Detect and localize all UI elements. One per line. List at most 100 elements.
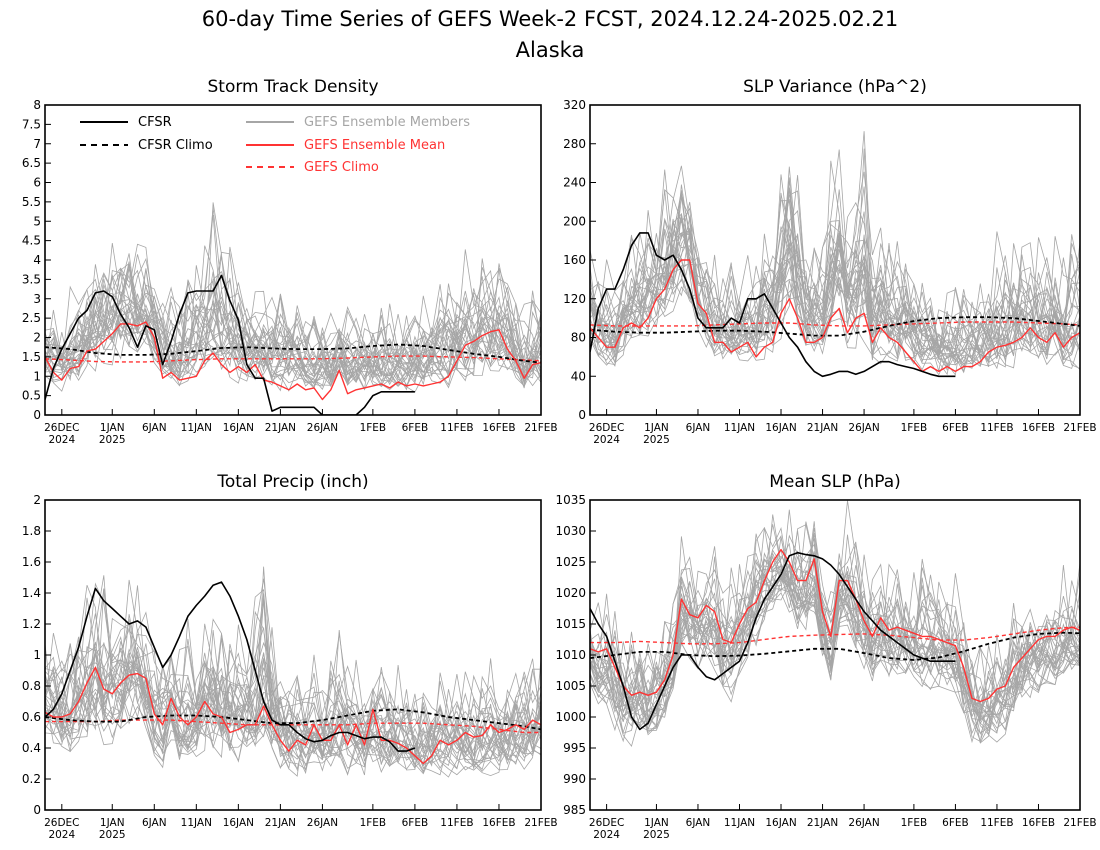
y-tick-label: 985 bbox=[563, 803, 586, 817]
legend-label-cfsr: CFSR bbox=[138, 115, 172, 130]
x-tick-label: 16FEB bbox=[482, 817, 515, 829]
x-tick-label: 16JAN bbox=[223, 422, 254, 434]
y-tick-label: 8 bbox=[33, 98, 41, 112]
x-tick-label: 1JAN bbox=[100, 817, 125, 829]
x-tick-label: 21FEB bbox=[1063, 422, 1096, 434]
ensemble-member-line bbox=[45, 202, 541, 387]
ensemble-member-line bbox=[45, 633, 541, 766]
series-line-gefs-ensemble-mean bbox=[590, 259, 1080, 373]
y-tick-label: 4 bbox=[33, 253, 41, 267]
x-tick-label: 1JAN bbox=[100, 422, 125, 434]
y-tick-label: 1035 bbox=[555, 493, 586, 507]
x-tick-label: 11JAN bbox=[724, 422, 755, 434]
y-tick-label: 995 bbox=[563, 741, 586, 755]
x-tick-label: 1JAN bbox=[644, 422, 669, 434]
ensemble-member-line bbox=[45, 264, 541, 388]
y-tick-label: 1030 bbox=[555, 524, 586, 538]
ensemble-member-line bbox=[45, 619, 541, 770]
y-tick-label: 1025 bbox=[555, 555, 586, 569]
series-line-cfsr-climo bbox=[45, 343, 541, 364]
ensemble-member-line bbox=[590, 166, 1080, 363]
ensemble-member-line bbox=[45, 617, 541, 777]
y-tick-label: 3 bbox=[33, 292, 41, 306]
x-tick-label: 11FEB bbox=[440, 422, 473, 434]
series-line-gefs-ensemble-mean bbox=[590, 548, 1080, 703]
y-tick-label: 2 bbox=[33, 331, 41, 345]
ensemble-member-line bbox=[45, 629, 541, 771]
y-tick-label: 2 bbox=[33, 493, 41, 507]
x-tick-label: 16FEB bbox=[482, 422, 515, 434]
ensemble-member-line bbox=[590, 500, 1080, 728]
y-tick-label: 1.5 bbox=[22, 350, 41, 364]
y-tick-label: 3.5 bbox=[22, 272, 41, 286]
x-tick-label: 26DEC bbox=[44, 422, 79, 434]
x-tick-label: 21JAN bbox=[807, 817, 838, 829]
ensemble-members bbox=[45, 202, 541, 393]
series-line-cfsr-climo bbox=[45, 708, 541, 731]
y-tick-label: 6.5 bbox=[22, 156, 41, 170]
figure-subtitle: Alaska bbox=[516, 38, 585, 62]
y-tick-label: 0.8 bbox=[22, 679, 41, 693]
y-tick-label: 280 bbox=[563, 137, 586, 151]
panel-title: SLP Variance (hPa^2) bbox=[743, 77, 927, 97]
ensemble-member-line bbox=[590, 131, 1080, 369]
series-line-gefs-climo bbox=[590, 626, 1080, 645]
y-tick-label: 80 bbox=[571, 331, 586, 345]
x-tick-label: 16FEB bbox=[1022, 422, 1055, 434]
y-tick-label: 7.5 bbox=[22, 117, 41, 131]
x-tick-sublabel: 2025 bbox=[643, 434, 670, 446]
y-tick-label: 1 bbox=[33, 369, 41, 383]
x-tick-label: 1FEB bbox=[360, 817, 387, 829]
x-tick-label: 16JAN bbox=[765, 422, 796, 434]
y-tick-label: 0.2 bbox=[22, 772, 41, 786]
y-tick-label: 1.8 bbox=[22, 524, 41, 538]
ensemble-member-line bbox=[45, 262, 541, 386]
x-tick-sublabel: 2025 bbox=[643, 829, 670, 841]
x-tick-label: 11JAN bbox=[181, 817, 212, 829]
y-tick-label: 1010 bbox=[555, 648, 586, 662]
ensemble-member-line bbox=[590, 562, 1080, 734]
y-tick-label: 1.6 bbox=[22, 555, 41, 569]
y-tick-label: 990 bbox=[563, 772, 586, 786]
series-line-gefs-ensemble-mean bbox=[45, 666, 541, 765]
x-tick-sublabel: 2025 bbox=[99, 829, 126, 841]
x-tick-label: 26DEC bbox=[44, 817, 79, 829]
panel-storm-track-density: Storm Track Density 0 0.5 1 1.5 2 2.5 3 3.5 4 4.5… bbox=[22, 77, 558, 446]
x-tick-label: 26JAN bbox=[307, 817, 338, 829]
ensemble-member-line bbox=[590, 532, 1080, 747]
x-tick-label: 26DEC bbox=[589, 817, 624, 829]
ensemble-member-line bbox=[45, 254, 541, 387]
x-tick-label: 11JAN bbox=[181, 422, 212, 434]
x-tick-label: 1FEB bbox=[901, 817, 928, 829]
series-line-cfsr bbox=[45, 274, 415, 415]
ensemble-member-line bbox=[45, 642, 541, 776]
ensemble-member-line bbox=[45, 272, 541, 381]
ensemble-member-line bbox=[45, 286, 541, 384]
series-line-gefs-ensemble-mean bbox=[45, 321, 541, 401]
x-tick-label: 21FEB bbox=[524, 422, 557, 434]
x-tick-label: 21JAN bbox=[265, 817, 296, 829]
x-tick-label: 26JAN bbox=[848, 817, 879, 829]
legend: CFSR CFSR Climo GEFS Ensemble Members GE… bbox=[80, 115, 470, 175]
x-tick-sublabel: 2024 bbox=[48, 829, 75, 841]
y-tick-label: 0.5 bbox=[22, 389, 41, 403]
y-tick-label: 7 bbox=[33, 137, 41, 151]
plot-frame bbox=[589, 499, 1081, 811]
ensemble-member-line bbox=[45, 585, 541, 776]
panel-title: Storm Track Density bbox=[207, 77, 378, 97]
panel-total-precip: Total Precip (inch) 0 0.2 0.4 0.6 0.8 1 1.2 1.4… bbox=[22, 472, 558, 841]
ensemble-members bbox=[590, 131, 1080, 376]
x-tick-label: 6JAN bbox=[142, 422, 167, 434]
series-line-cfsr bbox=[590, 232, 956, 378]
y-tick-label: 1000 bbox=[555, 710, 586, 724]
x-tick-label: 11FEB bbox=[440, 817, 473, 829]
y-tick-label: 4.5 bbox=[22, 234, 41, 248]
x-tick-label: 1FEB bbox=[360, 422, 387, 434]
ensemble-members bbox=[45, 566, 541, 778]
y-tick-label: 1020 bbox=[555, 586, 586, 600]
y-tick-label: 0 bbox=[578, 408, 586, 422]
y-tick-label: 40 bbox=[571, 369, 586, 383]
y-tick-label: 0.6 bbox=[22, 710, 41, 724]
y-tick-label: 200 bbox=[563, 214, 586, 228]
